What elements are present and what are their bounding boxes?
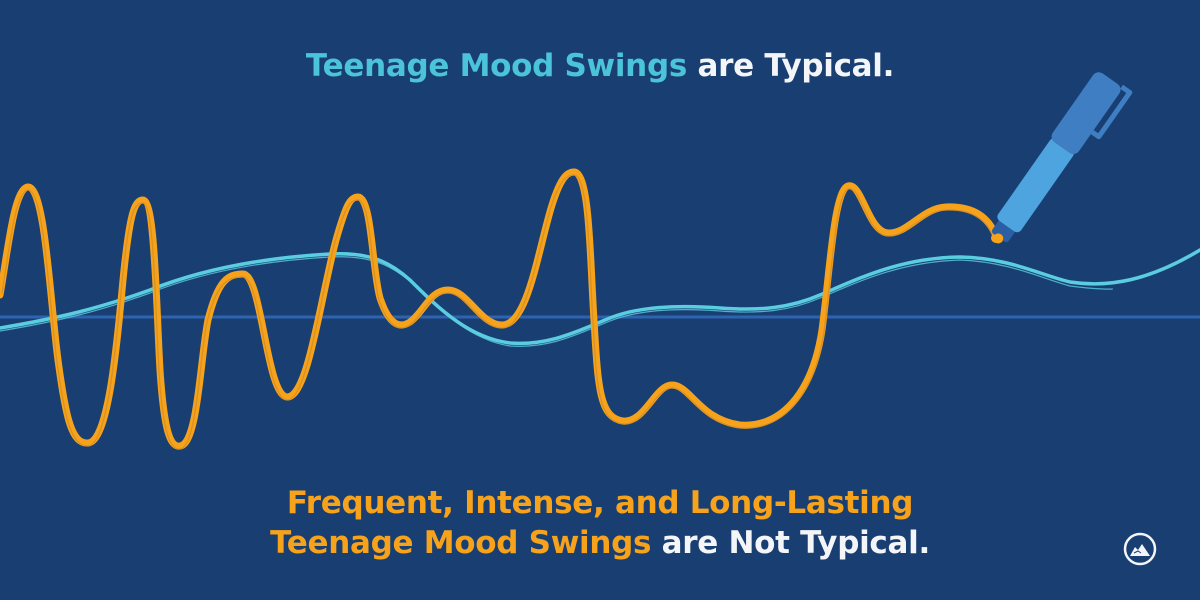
headline-typical: Teenage Mood Swings are Typical. (0, 48, 1200, 84)
headline-not-typical: Frequent, Intense, and Long-Lasting Teen… (0, 483, 1200, 563)
marker-pen-icon (991, 72, 1133, 244)
headline-not-typical-line1: Frequent, Intense, and Long-Lasting (286, 485, 914, 521)
typical-mood-line (0, 248, 1200, 347)
headline-not-typical-highlight: Teenage Mood Swings (270, 525, 652, 561)
headline-not-typical-rest: are Not Typical. (651, 525, 931, 561)
headline-typical-rest: are Typical. (687, 48, 895, 84)
mountain-logo-icon (1123, 532, 1157, 566)
atypical-mood-line (0, 168, 1001, 450)
headline-typical-highlight: Teenage Mood Swings (305, 48, 687, 84)
